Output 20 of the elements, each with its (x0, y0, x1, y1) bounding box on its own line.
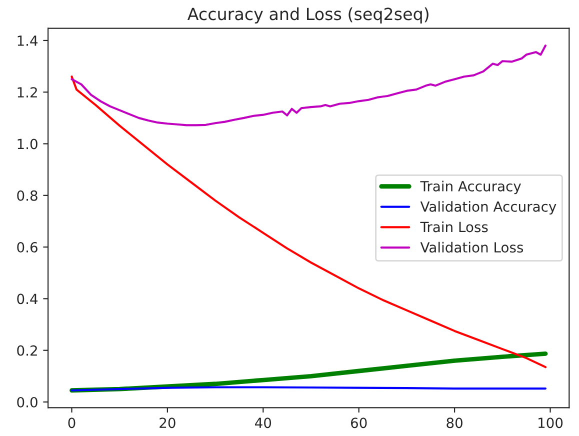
x-tick-label: 100 (538, 418, 563, 428)
y-tick-label: 1.0 (18, 138, 38, 150)
legend-label: Validation Accuracy (420, 201, 556, 215)
chart-title: Accuracy and Loss (seq2seq) (187, 7, 428, 24)
y-tick-label: 0.8 (17, 190, 38, 201)
x-tick-label: 60 (350, 418, 367, 428)
x-tick-label: 40 (254, 418, 272, 428)
y-tick-label: 1.2 (18, 87, 37, 98)
y-tick-label: 0.4 (17, 294, 38, 304)
x-tick-label: 0 (68, 418, 76, 428)
x-tick-label: 20 (160, 418, 176, 428)
y-tick-label: 0.0 (17, 396, 38, 408)
x-tick-label: 80 (446, 418, 462, 428)
legend-label: Train Accuracy (420, 180, 521, 194)
line-series (70, 44, 547, 126)
y-tick-label: 1.4 (18, 36, 38, 46)
y-tick-label: 0.2 (17, 345, 37, 356)
y-tick-label: 0.6 (17, 242, 38, 253)
legend-label: Train Loss (420, 221, 488, 232)
legend-label: Validation Loss (420, 242, 524, 253)
